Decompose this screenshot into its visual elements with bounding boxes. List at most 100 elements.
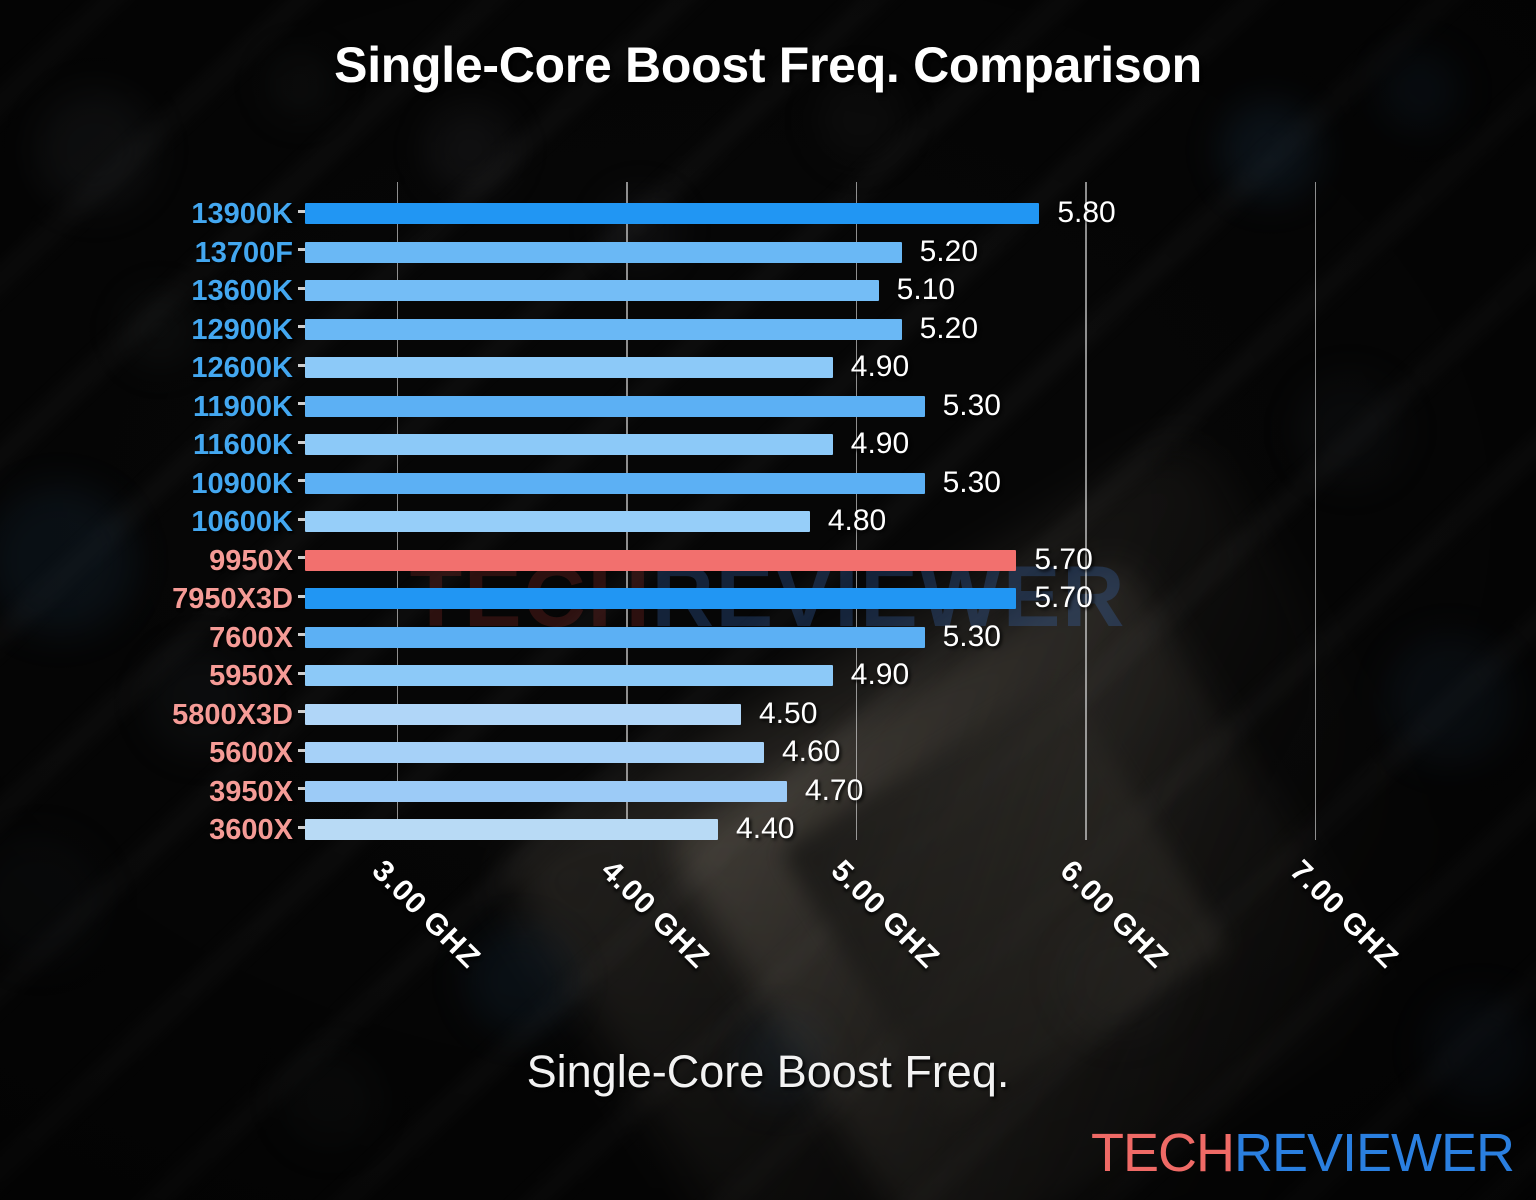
value-label-3950x: 4.70 (804, 773, 864, 807)
value-label-9950x: 5.70 (1034, 542, 1093, 576)
gridline-7-00-ghz (1314, 182, 1317, 840)
bar-row: 10600K 4.80 (191, 504, 1395, 543)
x-axis-title: Single-Core Boost Freq. (526, 1046, 1010, 1097)
x-tick-label-7-00-ghz: 7.00 GHZ (1283, 854, 1405, 975)
bar-10900k (305, 472, 925, 494)
bar-row: 5800X3D 4.50 (172, 696, 1395, 736)
bar-7600x (305, 626, 925, 648)
bar-5600x (305, 742, 764, 763)
y-axis-tick-mark (298, 710, 305, 713)
bar-row: 11600K 4.90 (193, 427, 1395, 466)
category-label-5950x: 5950X (209, 660, 293, 692)
bar-row: 11900K 5.30 (193, 388, 1395, 428)
bar-13900k (305, 203, 1040, 224)
value-label-13700f: 5.20 (919, 234, 979, 268)
category-label-7950x3d: 7950X3D (172, 583, 293, 615)
x-tick-label-3-00-ghz: 3.00 GHZ (365, 854, 487, 975)
x-tick-label-5-00-ghz: 5.00 GHZ (824, 854, 946, 975)
value-label-11900k: 5.30 (942, 388, 1001, 422)
value-label-13600k: 5.10 (896, 273, 956, 306)
y-axis-tick-mark (298, 556, 305, 559)
value-label-3600x: 4.40 (736, 812, 795, 845)
bar-10600k (305, 511, 810, 532)
category-label-7600x: 7600X (209, 621, 293, 654)
bar-row: 13700F 5.20 (195, 234, 1395, 274)
value-label-5950x: 4.90 (850, 658, 910, 691)
value-label-13900k: 5.80 (1057, 196, 1116, 229)
category-label-11600k: 11600K (193, 429, 293, 461)
x-tick-label-4-00-ghz: 4.00 GHZ (594, 854, 716, 975)
category-label-5600x: 5600X (209, 737, 293, 769)
chart-title: Single-Core Boost Freq. Comparison (334, 37, 1202, 93)
y-axis-tick-mark (298, 325, 305, 328)
bar-row: 12600K 4.90 (191, 350, 1395, 389)
y-axis-tick-mark (298, 517, 305, 521)
y-axis-tick-mark (298, 479, 305, 482)
bar-row: 7600X 5.30 (209, 619, 1395, 659)
category-label-12900k: 12900K (191, 313, 293, 346)
bar-row: 13600K 5.10 (191, 273, 1395, 312)
y-axis-tick-mark (298, 825, 305, 829)
category-label-11900k: 11900K (193, 390, 293, 423)
category-label-13600k: 13600K (191, 275, 293, 307)
bar-row: 10900K 5.30 (191, 465, 1395, 505)
logo-reviewer: REVIEWER (1233, 1123, 1515, 1183)
category-label-12600k: 12600K (191, 352, 293, 384)
y-axis-tick-mark (298, 248, 305, 251)
category-label-9950x: 9950X (209, 544, 293, 577)
y-axis-tick-mark (298, 594, 305, 598)
bar-12900k (305, 318, 902, 340)
y-axis-tick-mark (298, 748, 305, 752)
techreviewer-logo: TECHREVIEWER (1090, 1122, 1515, 1184)
y-axis-tick-mark (298, 402, 305, 405)
category-label-3950x: 3950X (209, 775, 293, 808)
value-label-10600k: 4.80 (827, 504, 887, 537)
x-tick-label-6-00-ghz: 6.00 GHZ (1053, 854, 1175, 975)
category-label-5800x3d: 5800X3D (172, 698, 293, 731)
category-label-10600k: 10600K (191, 506, 293, 538)
y-axis-tick-mark (298, 671, 305, 675)
bar-3950x (305, 780, 787, 802)
category-label-10900k: 10900K (191, 467, 293, 500)
logo-tech: TECH (1090, 1123, 1235, 1183)
value-label-7600x: 5.30 (942, 619, 1001, 653)
bar-row: 5600X 4.60 (209, 735, 1395, 774)
value-label-12900k: 5.20 (919, 311, 979, 345)
y-axis-tick-mark (298, 286, 305, 290)
category-label-13700f: 13700F (194, 236, 293, 269)
bar-row: 13900K 5.80 (191, 196, 1395, 235)
bar-12600k (305, 357, 833, 378)
value-label-11600k: 4.90 (850, 427, 910, 460)
bar-row: 12900K 5.20 (191, 311, 1395, 351)
bar-3600x (305, 819, 719, 840)
bar-row: 3950X 4.70 (209, 773, 1395, 813)
bar-13600k (305, 280, 879, 301)
gridline-6-00-ghz (1085, 182, 1087, 840)
y-axis-tick-mark (298, 209, 305, 213)
bar-9950x (305, 549, 1017, 571)
value-label-5600x: 4.60 (781, 735, 841, 768)
plot-area: 13900K 5.80 13700F 5.20 13600K 5.10 12900K 5.20… (172, 182, 1395, 846)
bar-13700f (305, 241, 902, 263)
bar-11600k (305, 434, 833, 455)
y-axis-tick-mark (298, 633, 305, 636)
gridline-5-00-ghz (855, 182, 858, 840)
bar-row: 7950X3D 5.70 (172, 581, 1395, 620)
y-axis-tick-mark (298, 363, 305, 367)
bar-row: 3600X 4.40 (209, 812, 1395, 851)
value-label-12600k: 4.90 (850, 350, 910, 383)
value-label-5800x3d: 4.50 (759, 696, 818, 730)
bar-5800x3d (305, 703, 741, 725)
bar-7950x3d (305, 588, 1017, 609)
value-label-7950x3d: 5.70 (1034, 581, 1093, 614)
y-axis-tick-mark (298, 787, 305, 790)
value-label-10900k: 5.30 (942, 465, 1001, 499)
y-axis-tick-mark (298, 440, 305, 444)
category-label-3600x: 3600X (209, 814, 293, 846)
bar-5950x (305, 665, 833, 686)
bar-row: 9950X 5.70 (209, 542, 1395, 582)
category-label-13900k: 13900K (191, 198, 293, 230)
bar-row: 5950X 4.90 (209, 658, 1395, 697)
bar-11900k (305, 395, 925, 417)
